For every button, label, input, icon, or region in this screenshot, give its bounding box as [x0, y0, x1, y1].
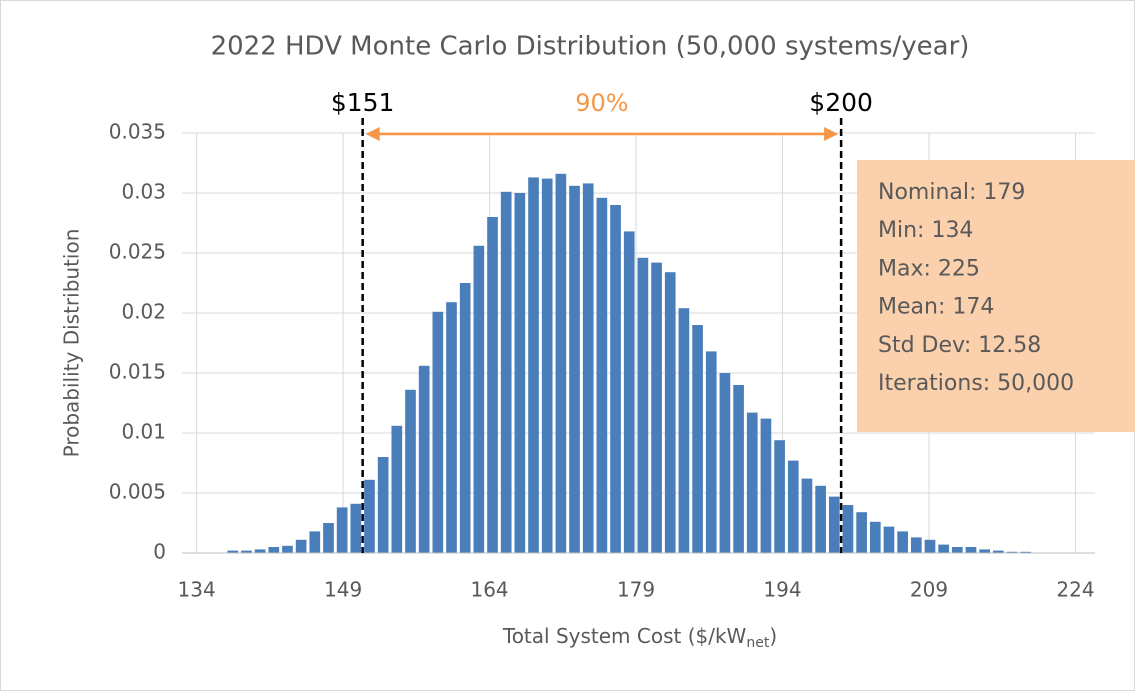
bar: [432, 311, 444, 553]
bar: [664, 272, 676, 553]
y-tick-label: 0.015: [109, 360, 166, 384]
bar: [787, 460, 799, 553]
stats-line: Std Dev: 12.58: [878, 333, 1041, 358]
stats-box: [857, 160, 1135, 432]
bar: [760, 418, 772, 553]
bar: [459, 283, 471, 553]
bar: [965, 547, 977, 553]
bar: [992, 550, 1004, 553]
y-tick-label: 0.01: [121, 420, 166, 444]
bar: [1006, 551, 1018, 553]
bar: [897, 531, 908, 553]
bar: [746, 412, 758, 553]
x-tick-label: 209: [910, 578, 948, 602]
bar: [295, 539, 307, 553]
bar: [391, 425, 403, 553]
y-tick-label: 0.02: [121, 300, 166, 324]
x-tick-label: 149: [324, 578, 362, 602]
y-tick-label: 0: [153, 540, 166, 564]
bar: [910, 537, 922, 553]
bar: [596, 197, 608, 554]
bar: [282, 545, 293, 553]
bound-label: $200: [809, 88, 873, 117]
x-axis-label-sub: net: [746, 635, 769, 651]
bar: [487, 217, 498, 553]
bar: [254, 549, 266, 553]
bar: [610, 205, 621, 553]
bar: [883, 526, 895, 553]
x-tick-label: 179: [617, 578, 655, 602]
bar: [364, 479, 375, 553]
bar: [924, 539, 936, 553]
stats-line: Nominal: 179: [878, 180, 1025, 205]
bar: [842, 505, 854, 553]
bar: [323, 523, 334, 553]
bar: [514, 193, 526, 553]
stats-line: Iterations: 50,000: [878, 371, 1074, 396]
stats-line: Mean: 174: [878, 295, 994, 320]
bar: [227, 550, 239, 553]
bar: [869, 521, 881, 553]
bar: [692, 325, 703, 553]
bar: [473, 245, 485, 554]
bar: [582, 183, 594, 553]
bar: [555, 173, 567, 554]
x-axis-label: Total System Cost ($/kWnet): [502, 624, 777, 652]
bar: [418, 365, 430, 553]
x-axis-label-end: ): [769, 624, 777, 648]
bar: [569, 185, 580, 554]
bar: [637, 257, 649, 553]
x-tick-label: 164: [470, 578, 508, 602]
bar: [733, 385, 744, 553]
y-tick-label: 0.025: [109, 240, 166, 264]
bar: [979, 549, 990, 553]
y-axis-label: Probability Distribution: [60, 229, 84, 458]
bar: [377, 457, 389, 553]
bar: [500, 191, 512, 554]
bound-label: $151: [331, 88, 395, 117]
bar: [350, 503, 362, 553]
bar: [705, 351, 717, 553]
stats-line: Min: 134: [878, 218, 973, 243]
bar: [309, 531, 321, 553]
bar: [623, 231, 635, 553]
bar: [719, 373, 731, 553]
x-tick-label: 194: [763, 578, 801, 602]
bar: [774, 440, 785, 553]
bar: [951, 547, 963, 553]
span-label: 90%: [575, 89, 628, 117]
bar: [241, 550, 252, 553]
bar: [856, 512, 867, 553]
bar: [1020, 551, 1032, 553]
bar: [651, 262, 662, 553]
chart-title: 2022 HDV Monte Carlo Distribution (50,00…: [211, 32, 970, 62]
arrow-head: [365, 127, 380, 141]
bar: [541, 178, 553, 553]
x-tick-label: 134: [178, 578, 216, 602]
arrow-head: [824, 127, 839, 141]
y-tick-label: 0.03: [121, 180, 166, 204]
bar: [938, 544, 949, 553]
x-axis-label-main: Total System Cost ($/kW: [502, 624, 747, 648]
bar: [828, 496, 840, 553]
bar: [678, 308, 690, 553]
y-tick-label: 0.035: [109, 120, 166, 144]
y-tick-label: 0.005: [109, 480, 166, 504]
bar: [446, 302, 457, 553]
x-tick-label: 224: [1056, 578, 1094, 602]
bar: [268, 547, 280, 553]
bar: [405, 389, 416, 553]
bar: [528, 177, 539, 553]
bar: [815, 485, 826, 553]
stats-line: Max: 225: [878, 256, 980, 281]
bar: [336, 507, 348, 553]
bar: [801, 478, 813, 553]
